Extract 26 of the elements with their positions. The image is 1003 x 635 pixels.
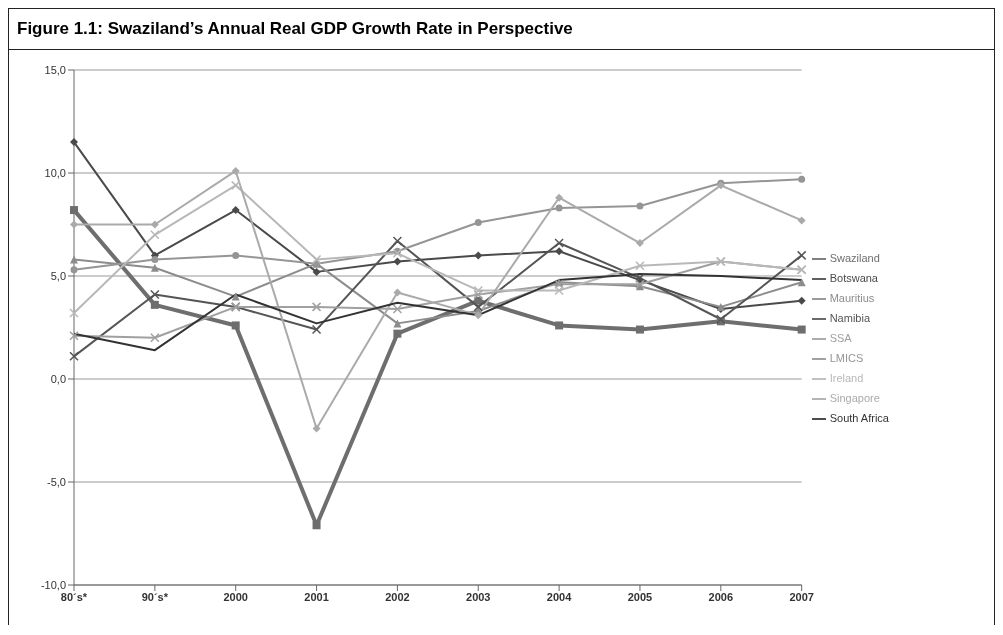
x-tick-label: 80´s* — [60, 590, 88, 603]
x-tick-label: 2001 — [304, 590, 329, 603]
legend-label: South Africa — [829, 411, 889, 424]
legend-label: Mauritius — [829, 291, 875, 304]
legend-label: Swaziland — [829, 251, 880, 264]
x-tick-label: 2006 — [708, 590, 734, 603]
legend-label: SSA — [829, 331, 852, 344]
legend-label: Namibia — [829, 311, 871, 324]
legend-label: LMICS — [829, 351, 864, 364]
y-tick-label: 10,0 — [44, 166, 66, 179]
y-tick-label: 5,0 — [50, 269, 66, 282]
x-tick-label: 2005 — [627, 590, 653, 603]
x-tick-label: 2004 — [546, 590, 573, 603]
x-tick-label: 2000 — [223, 590, 248, 603]
y-tick-label: -10,0 — [40, 578, 66, 591]
legend-label: Botswana — [829, 271, 878, 284]
x-tick-label: 2002 — [385, 590, 410, 603]
x-tick-label: 2007 — [789, 590, 814, 603]
chart-title: Figure 1.1: Swaziland’s Annual Real GDP Growth Rate in Perspective — [9, 9, 994, 50]
y-tick-label: 15,0 — [44, 63, 66, 76]
x-tick-label: 2003 — [466, 590, 491, 603]
y-tick-label: 0,0 — [50, 372, 66, 385]
legend-label: Ireland — [829, 371, 864, 384]
y-tick-label: -5,0 — [47, 475, 66, 488]
legend-label: Singapore — [829, 391, 880, 404]
x-tick-label: 90´s* — [141, 590, 169, 603]
